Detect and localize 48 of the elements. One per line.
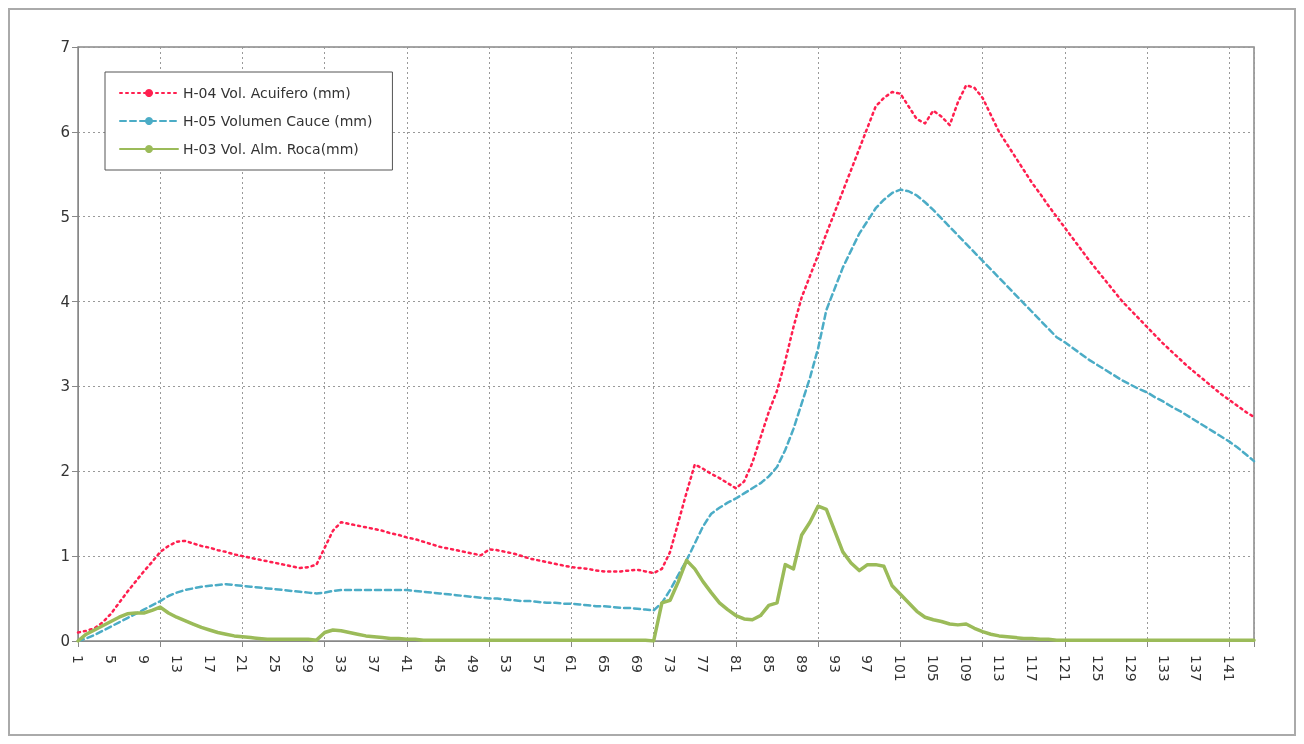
x-tick-label: 53 — [497, 655, 514, 673]
x-tick-label: 137 — [1188, 655, 1205, 682]
x-tick-label: 29 — [300, 655, 317, 673]
x-tick-label: 129 — [1122, 655, 1139, 682]
y-tick-label: 0 — [60, 632, 70, 650]
x-tick-label: 101 — [892, 655, 909, 682]
x-tick-label: 105 — [925, 655, 942, 682]
legend-label: H-03 Vol. Alm. Roca(mm) — [183, 141, 359, 157]
line-series — [76, 83, 1256, 634]
x-tick-label: 73 — [662, 655, 679, 673]
y-tick-label: 3 — [60, 377, 70, 396]
x-tick-label: 5 — [102, 655, 119, 664]
x-tick-label: 113 — [991, 655, 1008, 682]
y-tick-label: 4 — [60, 292, 70, 311]
y-tick-label: 7 — [60, 38, 70, 56]
x-tick-label: 81 — [727, 655, 744, 673]
x-tick-label: 57 — [530, 655, 547, 673]
x-tick-label: 33 — [333, 655, 350, 673]
x-tick-label: 77 — [695, 655, 712, 673]
y-tick-label: 1 — [60, 547, 70, 566]
x-tick-label: 125 — [1089, 655, 1106, 682]
x-tick-label: 61 — [563, 655, 580, 673]
legend-label: H-05 Volumen Cauce (mm) — [183, 113, 373, 129]
x-tick-label: 9 — [135, 655, 152, 664]
x-tick-label: 85 — [760, 655, 777, 673]
x-tick-label: 121 — [1056, 655, 1073, 682]
x-tick-label: 21 — [234, 655, 251, 673]
x-tick-label: 37 — [366, 655, 383, 673]
x-tick-label: 45 — [431, 655, 448, 673]
x-tick-label: 25 — [267, 655, 284, 673]
x-tick-label: 117 — [1023, 655, 1040, 682]
x-tick-label: 109 — [958, 655, 975, 682]
x-tick-label: 1 — [70, 655, 86, 664]
x-tick-label: 133 — [1155, 655, 1172, 682]
legend-label: H-04 Vol. Acuifero (mm) — [183, 85, 351, 101]
x-tick-label: 89 — [793, 655, 810, 673]
x-tick-label: 13 — [168, 655, 185, 673]
y-tick-label: 5 — [60, 207, 70, 226]
x-tick-label: 93 — [826, 655, 843, 673]
y-tick-label: 2 — [60, 462, 70, 481]
y-tick-label: 6 — [60, 122, 70, 141]
x-tick-label: 97 — [859, 655, 876, 673]
x-tick-label: 69 — [629, 655, 646, 673]
x-tick-label: 49 — [464, 655, 481, 673]
x-tick-label: 141 — [1221, 655, 1238, 682]
x-tick-label: 41 — [398, 655, 415, 673]
x-tick-label: 65 — [596, 655, 613, 673]
x-tick-label: 17 — [201, 655, 218, 673]
